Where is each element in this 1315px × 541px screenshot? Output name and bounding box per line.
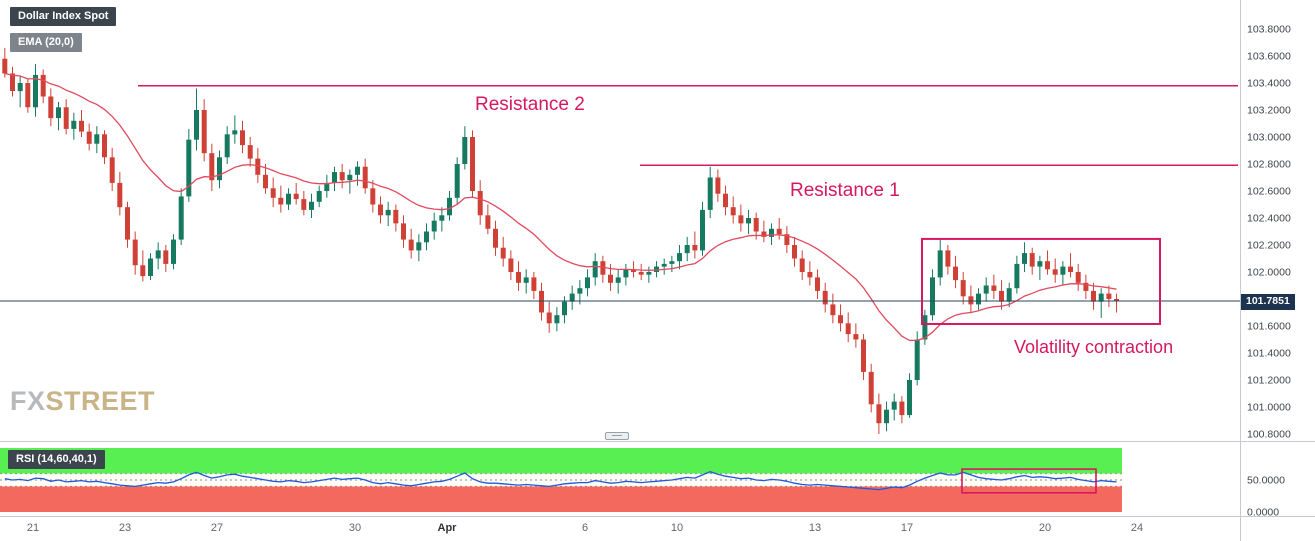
watermark-fx: FX bbox=[10, 386, 46, 416]
price-tick-label: 102.6000 bbox=[1247, 186, 1291, 198]
date-tick-label: 17 bbox=[901, 522, 913, 534]
price-tick-label: 102.2000 bbox=[1247, 240, 1291, 252]
resistance2-label: Resistance 2 bbox=[475, 94, 585, 115]
price-tick-label: 103.8000 bbox=[1247, 24, 1291, 36]
pane-resize-handle[interactable] bbox=[605, 432, 629, 440]
price-tick-label: 103.6000 bbox=[1247, 51, 1291, 63]
price-tick-label: 103.0000 bbox=[1247, 132, 1291, 144]
date-tick-label: 27 bbox=[211, 522, 223, 534]
rsi-tick-label: 0.0000 bbox=[1247, 507, 1279, 519]
ema-indicator-badge[interactable]: EMA (20,0) bbox=[10, 33, 82, 52]
price-tick-label: 101.2000 bbox=[1247, 375, 1291, 387]
volatility-contraction-box bbox=[921, 237, 1161, 325]
volatility-contraction-label: Volatility contraction bbox=[1014, 337, 1174, 357]
date-tick-label: 21 bbox=[27, 522, 39, 534]
date-tick-label: 23 bbox=[119, 522, 131, 534]
price-tick-label: 101.6000 bbox=[1247, 321, 1291, 333]
date-tick-label: 13 bbox=[809, 522, 821, 534]
rsi-upper-zone bbox=[0, 448, 1123, 474]
watermark-street: STREET bbox=[45, 386, 156, 416]
date-tick-label: 24 bbox=[1131, 522, 1143, 534]
rsi-highlight-box bbox=[961, 468, 1097, 494]
price-tick-label: 102.0000 bbox=[1247, 267, 1291, 279]
resistance1-label: Resistance 1 bbox=[790, 180, 900, 201]
price-tick-label: 103.2000 bbox=[1247, 105, 1291, 117]
rsi-tick-label: 50.0000 bbox=[1247, 475, 1285, 487]
date-tick-label: 6 bbox=[582, 522, 588, 534]
ema-line bbox=[4, 72, 1117, 342]
date-tick-label: 10 bbox=[671, 522, 683, 534]
rsi-line bbox=[4, 471, 1117, 491]
symbol-badge[interactable]: Dollar Index Spot bbox=[10, 7, 117, 26]
date-tick-label: Apr bbox=[438, 522, 458, 534]
rsi-indicator-badge[interactable]: RSI (14,60,40,1) bbox=[8, 450, 105, 469]
price-tick-label: 102.8000 bbox=[1247, 159, 1291, 171]
price-tick-label: 100.8000 bbox=[1247, 429, 1291, 441]
price-tick-label: 101.0000 bbox=[1247, 402, 1291, 414]
candles-layer bbox=[2, 47, 1119, 434]
price-tick-label: 102.4000 bbox=[1247, 213, 1291, 225]
rsi-lower-zone bbox=[0, 486, 1123, 512]
fxstreet-watermark: FXSTREET bbox=[10, 386, 155, 417]
date-tick-label: 20 bbox=[1039, 522, 1051, 534]
price-tick-label: 101.4000 bbox=[1247, 348, 1291, 360]
last-price-badge: 101.7851 bbox=[1241, 294, 1295, 310]
price-tick-label: 103.4000 bbox=[1247, 78, 1291, 90]
date-tick-label: 30 bbox=[349, 522, 361, 534]
